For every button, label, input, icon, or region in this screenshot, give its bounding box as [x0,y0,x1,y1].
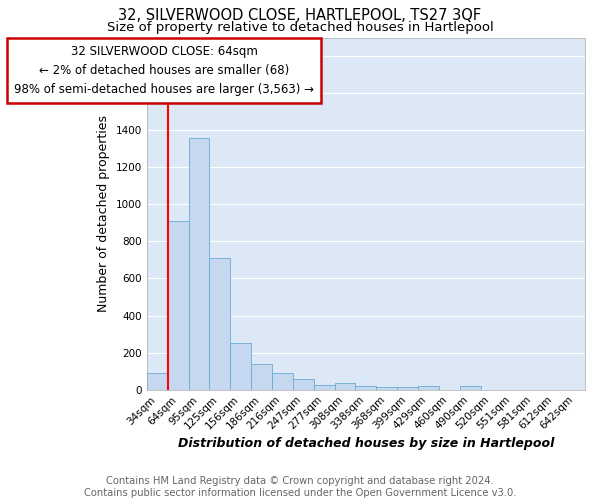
Bar [376,387,397,390]
Bar [418,386,439,390]
Bar [314,384,335,390]
Bar [168,221,188,390]
Bar [293,379,314,390]
Y-axis label: Number of detached properties: Number of detached properties [97,115,110,312]
Bar [460,386,481,390]
Text: 32, SILVERWOOD CLOSE, HARTLEPOOL, TS27 3QF: 32, SILVERWOOD CLOSE, HARTLEPOOL, TS27 3… [118,8,482,22]
Bar [147,373,168,390]
Bar [335,383,355,390]
Bar [251,364,272,390]
Bar [355,386,376,390]
Bar [209,258,230,390]
Bar [188,138,209,390]
Text: 32 SILVERWOOD CLOSE: 64sqm
← 2% of detached houses are smaller (68)
98% of semi-: 32 SILVERWOOD CLOSE: 64sqm ← 2% of detac… [14,46,314,96]
Text: Contains HM Land Registry data © Crown copyright and database right 2024.
Contai: Contains HM Land Registry data © Crown c… [84,476,516,498]
Bar [397,387,418,390]
Text: Size of property relative to detached houses in Hartlepool: Size of property relative to detached ho… [107,21,493,34]
Bar [230,344,251,390]
X-axis label: Distribution of detached houses by size in Hartlepool: Distribution of detached houses by size … [178,437,554,450]
Bar [272,373,293,390]
